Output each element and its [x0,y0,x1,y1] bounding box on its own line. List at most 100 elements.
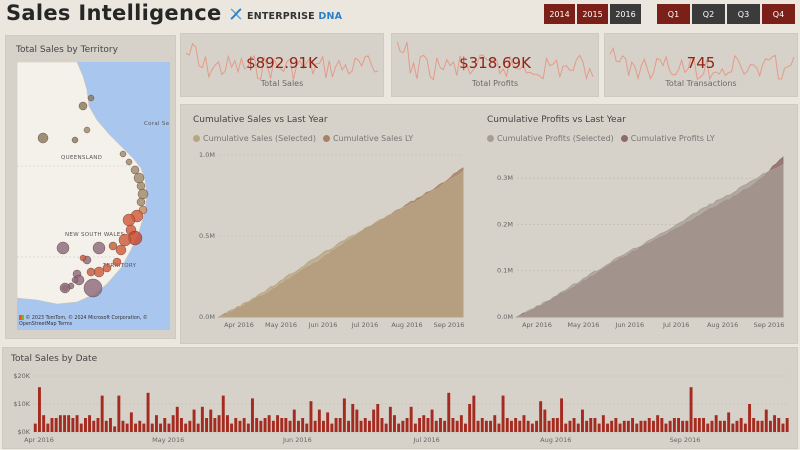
bar[interactable] [447,392,451,432]
bar[interactable] [109,418,112,432]
bar[interactable] [518,420,522,432]
bar[interactable] [664,423,668,432]
bar[interactable] [125,423,129,432]
bar[interactable] [455,420,459,432]
bar[interactable] [342,398,346,432]
sales-by-date-chart[interactable]: $0K $10K $20K Apr 2016 May 2016 Jun 2016 Jul 2… [3,368,793,448]
territory-bubble[interactable] [119,150,127,158]
bar[interactable] [368,420,371,432]
bar[interactable] [67,415,71,432]
bar[interactable] [163,418,167,432]
bar[interactable] [134,423,138,432]
bar[interactable] [259,420,263,432]
bar[interactable] [706,423,710,432]
bar[interactable] [635,423,639,432]
bar[interactable] [685,420,689,432]
bar[interactable] [113,426,117,432]
bar[interactable] [226,415,229,432]
bar[interactable] [221,395,225,432]
bar[interactable] [363,418,367,432]
bar[interactable] [238,420,242,432]
territory-bubble[interactable] [133,172,145,184]
bar[interactable] [530,423,534,432]
map-bubbles[interactable] [17,62,170,330]
bar[interactable] [748,404,752,432]
bar[interactable] [234,418,238,432]
territory-bubble[interactable] [78,101,88,111]
territory-bubble[interactable] [87,94,95,102]
bar[interactable] [42,415,46,432]
bar[interactable] [200,406,204,432]
territory-bubble[interactable] [137,188,149,200]
bar[interactable] [484,420,488,432]
bar[interactable] [702,418,706,432]
bar[interactable] [497,423,501,432]
bar[interactable] [610,420,614,432]
bar[interactable] [401,420,405,432]
bar[interactable] [514,418,518,432]
bar[interactable] [756,420,760,432]
territory-bubble[interactable] [92,241,106,255]
bar[interactable] [752,418,756,432]
bar[interactable] [326,412,330,432]
bar[interactable] [251,398,254,432]
year-option[interactable]: 2014 [544,4,575,24]
bar[interactable] [597,423,601,432]
bar[interactable] [689,387,693,432]
bar[interactable] [121,420,125,432]
bar[interactable] [459,415,463,432]
bar[interactable] [297,420,300,432]
bar[interactable] [100,395,104,432]
territory-bubble[interactable] [136,181,146,191]
bar[interactable] [397,423,401,432]
bar[interactable] [647,418,651,432]
bar[interactable] [543,409,547,432]
bar[interactable] [681,420,685,432]
bar[interactable] [468,404,472,432]
bar[interactable] [280,418,284,432]
territory-bubble[interactable] [86,267,96,277]
bar[interactable] [539,401,543,432]
bar[interactable] [451,418,455,432]
bar[interactable] [180,418,183,432]
bar[interactable] [150,423,154,432]
bar[interactable] [79,423,83,432]
bar[interactable] [522,415,526,432]
bar[interactable] [606,423,610,432]
bar[interactable] [639,420,643,432]
bar[interactable] [213,418,217,432]
territory-bubble[interactable] [108,241,118,251]
bar[interactable] [643,420,647,432]
bar[interactable] [217,415,221,432]
bar[interactable] [167,423,171,432]
quarter-option[interactable]: Q3 [727,4,760,24]
bar[interactable] [355,409,359,432]
territory-bubble[interactable] [83,278,103,298]
bar[interactable] [338,418,342,432]
bar[interactable] [54,418,58,432]
territory-bubble[interactable] [71,136,79,144]
bar[interactable] [731,423,735,432]
bar[interactable] [58,415,62,432]
bar[interactable] [652,420,655,432]
bar[interactable] [660,418,664,432]
bar[interactable] [159,423,163,432]
bar[interactable] [351,404,355,432]
bar[interactable] [63,415,67,432]
bar[interactable] [380,418,384,432]
territory-bubble[interactable] [118,233,132,247]
bar[interactable] [760,420,764,432]
bar[interactable] [384,423,388,432]
bar[interactable] [480,418,484,432]
bar[interactable] [230,423,234,432]
bar[interactable] [129,412,133,432]
bar[interactable] [568,420,572,432]
quarter-option[interactable]: Q1 [657,4,690,24]
bar[interactable] [84,418,87,432]
bar[interactable] [188,420,192,432]
bar[interactable] [426,418,430,432]
year-slicer[interactable]: 2014 2015 2016 [544,4,641,24]
bar[interactable] [171,415,175,432]
bar[interactable] [677,418,681,432]
bar[interactable] [347,420,351,432]
